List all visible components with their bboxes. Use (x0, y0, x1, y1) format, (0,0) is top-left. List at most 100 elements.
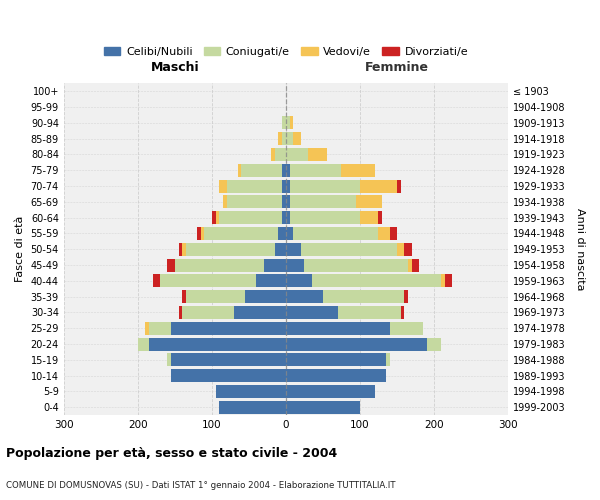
Bar (427, 338, 442, 350)
Bar (282, 211, 286, 224)
Bar (282, 164, 286, 176)
Bar (219, 211, 282, 224)
Bar (219, 180, 227, 192)
Bar (286, 196, 290, 208)
Bar (389, 322, 423, 334)
Bar (286, 258, 304, 272)
Bar (238, 164, 241, 176)
Bar (219, 401, 286, 413)
Bar (241, 164, 282, 176)
Bar (171, 354, 286, 366)
Text: Popolazione per età, sesso e stato civile - 2004: Popolazione per età, sesso e stato civil… (6, 448, 337, 460)
Bar (286, 369, 386, 382)
Bar (404, 290, 408, 303)
Legend: Celibi/Nubili, Coniugati/e, Vedovi/e, Divorziati/e: Celibi/Nubili, Coniugati/e, Vedovi/e, Di… (99, 42, 472, 62)
Bar (293, 227, 379, 240)
Bar (404, 243, 412, 256)
Text: Maschi: Maschi (151, 61, 199, 74)
Bar (286, 227, 293, 240)
Bar (271, 148, 275, 161)
Bar (227, 180, 282, 192)
Bar (278, 227, 286, 240)
Bar (379, 227, 389, 240)
Bar (445, 274, 452, 287)
Bar (286, 243, 301, 256)
Bar (175, 258, 263, 272)
Bar (171, 369, 286, 382)
Bar (308, 148, 326, 161)
Bar (286, 164, 290, 176)
Bar (286, 385, 374, 398)
Bar (212, 211, 215, 224)
Bar (360, 180, 397, 192)
Bar (323, 290, 404, 303)
Bar (197, 227, 201, 240)
Bar (227, 196, 282, 208)
Bar (282, 132, 286, 145)
Bar (171, 322, 286, 334)
Bar (286, 274, 312, 287)
Bar (290, 180, 360, 192)
Bar (223, 196, 227, 208)
Bar (179, 243, 182, 256)
Text: COMUNE DI DOMUSNOVAS (SU) - Dati ISTAT 1° gennaio 2004 - Elaborazione TUTTITALIA: COMUNE DI DOMUSNOVAS (SU) - Dati ISTAT 1… (6, 480, 395, 490)
Bar (286, 132, 293, 145)
Bar (278, 132, 282, 145)
Bar (201, 227, 205, 240)
Bar (286, 401, 360, 413)
Bar (293, 132, 301, 145)
Bar (282, 180, 286, 192)
Bar (215, 211, 219, 224)
Bar (356, 196, 382, 208)
Bar (290, 196, 356, 208)
Bar (442, 274, 445, 287)
Bar (182, 290, 186, 303)
Bar (286, 116, 290, 130)
Bar (256, 274, 286, 287)
Bar (286, 322, 389, 334)
Bar (282, 116, 286, 130)
Bar (408, 258, 412, 272)
Bar (179, 306, 182, 319)
Bar (338, 306, 401, 319)
Bar (215, 385, 286, 398)
Bar (182, 306, 234, 319)
Bar (401, 306, 404, 319)
Bar (275, 148, 286, 161)
Bar (389, 227, 397, 240)
Bar (182, 243, 186, 256)
Bar (286, 180, 290, 192)
Bar (397, 243, 404, 256)
Bar (412, 258, 419, 272)
Bar (290, 164, 341, 176)
Bar (286, 338, 427, 350)
Bar (386, 354, 389, 366)
Bar (286, 354, 386, 366)
Bar (152, 274, 160, 287)
Bar (360, 211, 379, 224)
Bar (160, 274, 256, 287)
Bar (145, 322, 149, 334)
Bar (149, 338, 286, 350)
Y-axis label: Anni di nascita: Anni di nascita (575, 208, 585, 290)
Text: Femmine: Femmine (365, 61, 429, 74)
Bar (312, 274, 442, 287)
Bar (282, 196, 286, 208)
Bar (379, 211, 382, 224)
Bar (186, 243, 275, 256)
Bar (167, 354, 171, 366)
Bar (186, 290, 245, 303)
Bar (167, 258, 175, 272)
Bar (290, 211, 360, 224)
Bar (341, 164, 374, 176)
Bar (149, 322, 171, 334)
Y-axis label: Fasce di età: Fasce di età (15, 216, 25, 282)
Bar (304, 258, 408, 272)
Bar (290, 116, 293, 130)
Bar (275, 243, 286, 256)
Bar (397, 180, 401, 192)
Bar (234, 306, 286, 319)
Bar (286, 290, 323, 303)
Bar (301, 243, 397, 256)
Bar (286, 211, 290, 224)
